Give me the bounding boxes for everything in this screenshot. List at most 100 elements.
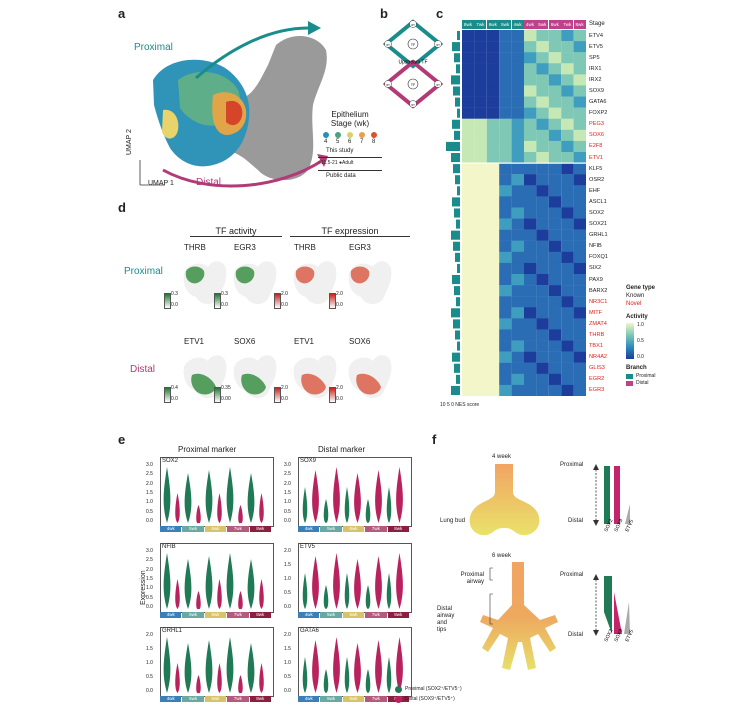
heatmap-cell [548, 63, 562, 75]
violin-distal [354, 559, 361, 609]
activity-tick-05: 0.5 [637, 338, 644, 344]
heatmap-cell [511, 285, 524, 297]
violin-y-tick: 0.5 [284, 508, 291, 515]
gene-label: SOX21 [589, 221, 608, 228]
heatmap-cell [474, 362, 487, 375]
heatmap-cell [524, 118, 537, 131]
heatmap-cell [499, 107, 512, 119]
heatmap-cell [474, 129, 487, 142]
svg-text:ETV5: ETV5 [624, 629, 635, 643]
heatmap-cell [486, 274, 500, 286]
heatmap-cell [462, 140, 475, 153]
heatmap-cell [524, 240, 537, 253]
violin-proximal [205, 470, 213, 523]
upstream-tf-label: Upstream TF [398, 60, 427, 66]
heatmap-cell [536, 129, 549, 142]
violin-proximal [226, 467, 234, 523]
stage-dot-7 [359, 132, 365, 138]
violin-y-tick: 0.0 [284, 518, 291, 524]
heatmap-cell [511, 118, 524, 131]
heatmap-cell [499, 362, 512, 375]
violin-distal [196, 591, 201, 610]
stage-header-cell: 8wk [462, 20, 474, 29]
violin-week-label: 7wk [365, 526, 387, 532]
heatmap-cell [561, 96, 574, 108]
heatmap-cell [573, 118, 586, 131]
violin-y-tick: 1.5 [146, 576, 153, 582]
heatmap-cell [573, 329, 586, 341]
heatmap-cell [524, 152, 537, 164]
heatmap-cell [548, 196, 562, 208]
violin-y-tick: 0.0 [284, 688, 291, 694]
heatmap-cell [486, 41, 500, 53]
heatmap-cell [462, 185, 475, 197]
nes-bar [452, 197, 460, 207]
violin-shapes [163, 467, 264, 524]
heatmap-cell [511, 174, 524, 186]
gene-type-title: Gene type [626, 285, 656, 291]
umap-colorbar-tick: 0.0 [336, 396, 343, 402]
heatmap-cell [462, 107, 475, 119]
umap-colorbar [274, 293, 281, 309]
heatmap-cell [511, 140, 524, 153]
violin-gene-title: ETV5 [300, 544, 316, 550]
heatmap-cell [548, 129, 562, 142]
nes-bar [456, 374, 460, 384]
violin-y-tick: 1.0 [284, 660, 291, 666]
violin-proximal [365, 669, 371, 693]
heatmap-cell [573, 152, 586, 164]
heatmap-cell [536, 140, 549, 153]
week4-label: 4 week [492, 454, 512, 460]
heatmap-cell [499, 373, 512, 386]
umap-gene-label: ETV1 [184, 337, 205, 346]
heatmap-cell [499, 129, 512, 142]
violin-week-label: 8wk [387, 526, 409, 532]
heatmap-cell [573, 340, 586, 352]
marker-gradient-6wk: SOX2 SOX9 ETV5 [593, 574, 635, 643]
violin-y-tick: 1.5 [284, 562, 291, 568]
heatmap-cell [536, 362, 549, 375]
heatmap-cell [486, 118, 500, 131]
violin-week-label: 7wk [365, 696, 387, 702]
heatmap-cell [536, 329, 549, 341]
nes-bar [457, 108, 460, 118]
legend-a: Epithelium Stage (wk) [320, 110, 380, 128]
heatmap-cell [548, 140, 562, 153]
violin-shapes [302, 553, 403, 609]
heatmap-cell [561, 251, 574, 264]
nes-bar [452, 352, 460, 362]
heatmap-cell [524, 296, 537, 308]
heatmap-cell [536, 340, 549, 352]
umap-hotspot [191, 373, 216, 395]
gene-label: E2F8 [589, 143, 603, 150]
nes-bar [455, 252, 460, 262]
umap-colorbar-tick: 2.0 [281, 291, 288, 297]
gene-node [409, 20, 417, 28]
heatmap-cell [561, 285, 574, 297]
violin-proximal [184, 559, 192, 609]
stage-header-cell: 4wk [524, 20, 536, 29]
heatmap-cell [536, 41, 549, 53]
heatmap-cell [474, 340, 487, 352]
heatmap-cell [536, 163, 549, 175]
heatmap-cell [536, 262, 549, 275]
heatmap-cell [524, 129, 537, 142]
heatmap-cell [462, 85, 475, 97]
umap-colorbar-tick: 0.0 [171, 396, 178, 402]
heatmap-cell [548, 218, 562, 230]
heatmap-cell [474, 196, 487, 208]
distal-arrow [162, 158, 324, 188]
svg-text:SOX2: SOX2 [603, 628, 614, 643]
heatmap-cell [499, 240, 512, 253]
nes-bar [453, 164, 460, 174]
distal-label-f1: Distal [568, 518, 584, 524]
violin-gene-title: SOX2 [162, 458, 179, 464]
heatmap-cell [474, 351, 487, 363]
heatmap-cell [499, 229, 512, 241]
nes-bar [452, 275, 460, 285]
violin-distal [238, 591, 243, 610]
gene-label: SP5 [589, 54, 600, 61]
heatmap-cell [573, 274, 586, 286]
nes-bar [454, 53, 460, 63]
violin-distal [175, 579, 180, 609]
